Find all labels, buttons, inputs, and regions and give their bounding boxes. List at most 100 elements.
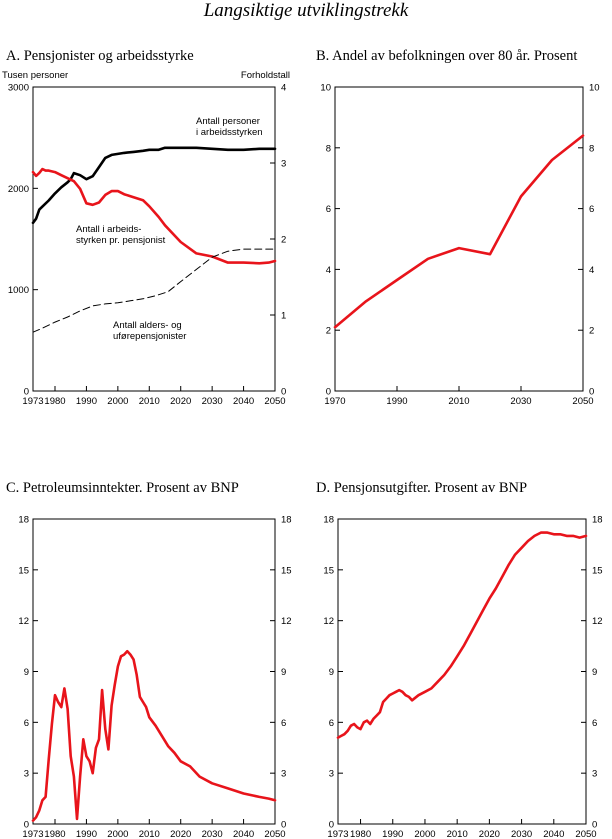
x-tick-label: 1990 bbox=[386, 396, 407, 407]
annotation-3: Antall alders- og uførepensjonister bbox=[113, 320, 186, 342]
x-tick-label: 1990 bbox=[76, 829, 97, 839]
x-tick-label: 1973 bbox=[22, 829, 43, 839]
y-tick-label-right: 4 bbox=[281, 83, 286, 94]
y-tick-label-right: 0 bbox=[281, 387, 286, 398]
x-tick-label: 2050 bbox=[575, 829, 596, 839]
panel-title: C. Petroleumsinntekter. Prosent av BNP bbox=[6, 480, 239, 496]
y-tick-label-left: 1000 bbox=[8, 285, 29, 296]
y-tick-label-left: 10 bbox=[320, 83, 331, 94]
chart-panel-b: B. Andel av befolkningen over 80 år. Pro… bbox=[316, 48, 600, 407]
chart-panel-d: D. Pensjonsutgifter. Prosent av BNP 0 3 6 9 1… bbox=[316, 480, 603, 839]
series-line-2 bbox=[31, 167, 277, 265]
y-tick-label-right: 9 bbox=[592, 667, 597, 678]
x-tick-label: 2010 bbox=[139, 829, 160, 839]
chart-panel-a: A. Pensjonister og arbeidsstyrke Tusen pe… bbox=[2, 48, 290, 407]
y-tick-label-right: 2 bbox=[281, 235, 286, 246]
y-tick-label-left: 12 bbox=[18, 616, 29, 627]
annotation-line: uførepensjonister bbox=[113, 331, 186, 342]
y-tick-label-right: 0 bbox=[589, 387, 594, 398]
y-tick-label-right: 6 bbox=[281, 718, 286, 729]
y-tick-label-right: 18 bbox=[592, 515, 603, 526]
x-tick-label: 2000 bbox=[107, 396, 128, 407]
series-line-1 bbox=[31, 649, 277, 822]
x-tick-label: 2030 bbox=[202, 829, 223, 839]
y-tick-label-left: 8 bbox=[326, 143, 331, 154]
y-tick-label-left: 6 bbox=[326, 204, 331, 215]
y-tick-label-right: 12 bbox=[592, 616, 603, 627]
x-tick-label: 1980 bbox=[44, 829, 65, 839]
y-tick-label-right: 9 bbox=[281, 667, 286, 678]
y-tick-label-right: 2 bbox=[589, 326, 594, 337]
x-tick-label: 2050 bbox=[264, 396, 285, 407]
x-tick-label: 1990 bbox=[76, 396, 97, 407]
y-tick-label-right: 8 bbox=[589, 143, 594, 154]
panel-title: D. Pensjonsutgifter. Prosent av BNP bbox=[316, 480, 527, 496]
x-tick-label: 2010 bbox=[448, 396, 469, 407]
y-tick-label-left: 9 bbox=[24, 667, 29, 678]
x-tick-label: 2040 bbox=[543, 829, 564, 839]
y-tick-label-right: 4 bbox=[589, 265, 594, 276]
x-tick-label: 2010 bbox=[447, 829, 468, 839]
series-line-3 bbox=[32, 248, 276, 333]
x-tick-label: 2040 bbox=[233, 829, 254, 839]
series-line-1 bbox=[31, 146, 277, 225]
x-tick-label: 2010 bbox=[139, 396, 160, 407]
y-tick-label-right: 1 bbox=[281, 311, 286, 322]
panel-title: B. Andel av befolkningen over 80 år. Pro… bbox=[316, 48, 577, 64]
y-tick-label-left: 6 bbox=[24, 718, 29, 729]
x-tick-label: 1990 bbox=[382, 829, 403, 839]
x-tick-label: 2050 bbox=[572, 396, 593, 407]
y-tick-label-left: 2000 bbox=[8, 184, 29, 195]
y-tick-label-left: 2 bbox=[326, 326, 331, 337]
x-tick-label: 2030 bbox=[510, 396, 531, 407]
x-tick-label: 1980 bbox=[44, 396, 65, 407]
x-tick-label: 2030 bbox=[511, 829, 532, 839]
y-tick-label-left: 0 bbox=[326, 387, 331, 398]
x-tick-label: 2050 bbox=[264, 829, 285, 839]
y-tick-label-left: 12 bbox=[323, 616, 334, 627]
y-tick-label-right: 3 bbox=[592, 769, 597, 780]
y-tick-label-left: 0 bbox=[24, 820, 29, 831]
y-tick-label-left: 0 bbox=[24, 387, 29, 398]
plot-frame bbox=[32, 518, 276, 825]
y-tick-label-left: 3 bbox=[329, 769, 334, 780]
y-tick-label-left: 3000 bbox=[8, 83, 29, 94]
chart-panel-c: C. Petroleumsinntekter. Prosent av BNP 0 3… bbox=[6, 480, 292, 839]
y-tick-label-left: 15 bbox=[323, 565, 334, 576]
y-tick-label-right: 15 bbox=[592, 565, 603, 576]
x-tick-label: 1973 bbox=[327, 829, 348, 839]
y-tick-label-left: 6 bbox=[329, 718, 334, 729]
x-tick-label: 2040 bbox=[233, 396, 254, 407]
x-tick-label: 2020 bbox=[170, 829, 191, 839]
y-tick-label-right: 6 bbox=[592, 718, 597, 729]
x-tick-label: 2020 bbox=[170, 396, 191, 407]
series-line-1 bbox=[336, 531, 588, 739]
annotation-1: Antall personer i arbeidsstyrken bbox=[196, 116, 263, 138]
y-tick-label-right: 10 bbox=[589, 83, 600, 94]
plot-frame bbox=[334, 86, 584, 392]
annotation-line: styrken pr. pensjonist bbox=[76, 235, 166, 246]
x-tick-label: 1973 bbox=[22, 396, 43, 407]
y-tick-label-right: 3 bbox=[281, 769, 286, 780]
x-tick-label: 2030 bbox=[202, 396, 223, 407]
y-tick-label-right: 15 bbox=[281, 565, 292, 576]
y-tick-label-left: 18 bbox=[323, 515, 334, 526]
y-tick-label-right: 0 bbox=[592, 820, 597, 831]
y-tick-label-left: 4 bbox=[326, 265, 331, 276]
annotation-line: Antall alders- og bbox=[113, 320, 182, 331]
left-unit-label: Tusen personer bbox=[2, 70, 68, 81]
y-tick-label-right: 3 bbox=[281, 159, 286, 170]
x-tick-label: 2000 bbox=[107, 829, 128, 839]
x-tick-label: 1980 bbox=[350, 829, 371, 839]
y-tick-label-right: 6 bbox=[589, 204, 594, 215]
x-tick-label: 2000 bbox=[414, 829, 435, 839]
annotation-line: Antall i arbeids- bbox=[76, 224, 141, 235]
y-tick-label-right: 18 bbox=[281, 515, 292, 526]
y-tick-label-left: 0 bbox=[329, 820, 334, 831]
y-tick-label-left: 15 bbox=[18, 565, 29, 576]
series-line-1 bbox=[333, 134, 585, 329]
right-unit-label: Forholdstall bbox=[241, 70, 290, 81]
panel-title: A. Pensjonister og arbeidsstyrke bbox=[6, 48, 194, 64]
annotation-line: Antall personer bbox=[196, 116, 260, 127]
y-tick-label-left: 9 bbox=[329, 667, 334, 678]
